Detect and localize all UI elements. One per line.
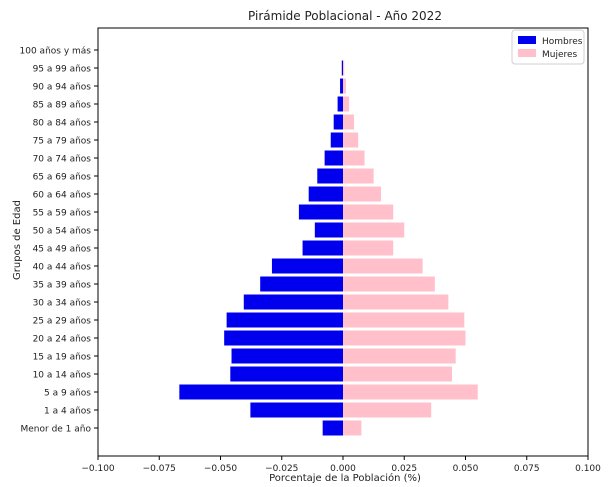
bar-hombres-13 bbox=[308, 186, 343, 202]
bar-mujeres-19 bbox=[343, 78, 346, 94]
x-tick-label: −0.075 bbox=[143, 464, 176, 474]
bar-hombres-2 bbox=[179, 384, 343, 400]
x-tick-label: 0.075 bbox=[514, 464, 540, 474]
y-tick-label: 50 a 54 años bbox=[33, 227, 92, 237]
bar-hombres-18 bbox=[337, 96, 343, 112]
y-tick-label: 90 a 94 años bbox=[33, 83, 92, 93]
y-tick-label: 45 a 49 años bbox=[33, 245, 92, 255]
bar-hombres-16 bbox=[330, 132, 343, 148]
bar-hombres-11 bbox=[314, 222, 343, 238]
y-tick-label: 5 a 9 años bbox=[44, 389, 91, 399]
y-tick-label: 30 a 34 años bbox=[33, 299, 92, 309]
y-tick-label: 65 a 69 años bbox=[33, 173, 92, 183]
bar-mujeres-6 bbox=[343, 312, 465, 328]
y-tick-label: 75 a 79 años bbox=[33, 137, 92, 147]
y-tick-label: 85 a 89 años bbox=[33, 101, 92, 111]
y-tick-label: 55 a 59 años bbox=[33, 209, 92, 219]
x-tick-label: 0.000 bbox=[330, 464, 356, 474]
bar-mujeres-2 bbox=[343, 384, 478, 400]
bar-mujeres-16 bbox=[343, 132, 359, 148]
y-tick-label: 40 a 44 años bbox=[33, 263, 92, 273]
legend: Hombres Mujeres bbox=[511, 29, 585, 65]
bar-mujeres-0 bbox=[343, 420, 362, 436]
bar-hombres-8 bbox=[260, 276, 343, 292]
x-axis: −0.100 −0.075 −0.050 −0.025 0.000 0.025 0.050 0… bbox=[81, 456, 601, 474]
bar-mujeres-12 bbox=[343, 204, 394, 220]
bar-mujeres-10 bbox=[343, 240, 394, 256]
bar-hombres-0 bbox=[322, 420, 343, 436]
x-tick-label: 0.025 bbox=[391, 464, 417, 474]
legend-label: Hombres bbox=[542, 37, 583, 47]
legend-swatch bbox=[518, 36, 536, 44]
bar-hombres-20 bbox=[341, 60, 343, 76]
bars-group bbox=[179, 60, 478, 436]
bar-mujeres-4 bbox=[343, 348, 456, 364]
bar-mujeres-7 bbox=[343, 294, 449, 310]
x-tick-label: −0.025 bbox=[265, 464, 298, 474]
legend-swatch bbox=[518, 49, 536, 57]
bar-hombres-5 bbox=[224, 330, 343, 346]
bar-mujeres-15 bbox=[343, 150, 365, 166]
bar-mujeres-14 bbox=[343, 168, 374, 184]
bar-hombres-19 bbox=[340, 78, 343, 94]
y-tick-label: 1 a 4 años bbox=[44, 407, 91, 417]
x-tick-label: −0.050 bbox=[204, 464, 238, 474]
bar-hombres-7 bbox=[243, 294, 343, 310]
bar-hombres-10 bbox=[302, 240, 343, 256]
bar-mujeres-20 bbox=[343, 60, 345, 76]
x-tick-label: 0.100 bbox=[575, 464, 601, 474]
plot-frame bbox=[97, 27, 589, 457]
y-tick-label: 100 años y más bbox=[20, 47, 92, 57]
bar-mujeres-11 bbox=[343, 222, 405, 238]
y-tick-label: 20 a 24 años bbox=[33, 335, 92, 345]
bar-hombres-9 bbox=[271, 258, 343, 274]
y-tick-label: 10 a 14 años bbox=[33, 371, 92, 381]
chart-title: Pirámide Poblacional - Año 2022 bbox=[248, 9, 442, 23]
y-tick-label: 35 a 39 años bbox=[33, 281, 92, 291]
x-tick-label: −0.100 bbox=[81, 464, 115, 474]
bar-mujeres-17 bbox=[343, 114, 355, 130]
legend-label: Mujeres bbox=[542, 50, 578, 60]
y-tick-label: 25 a 29 años bbox=[33, 317, 92, 327]
bar-mujeres-3 bbox=[343, 366, 453, 382]
bar-mujeres-9 bbox=[343, 258, 423, 274]
x-axis-label: Porcentaje de la Población (%) bbox=[269, 472, 421, 484]
y-tick-label: 60 a 64 años bbox=[33, 191, 92, 201]
x-tick-label: 0.050 bbox=[453, 464, 479, 474]
y-tick-label: 95 a 99 años bbox=[33, 65, 92, 75]
y-tick-label: Menor de 1 año bbox=[21, 425, 92, 435]
y-axis: Menor de 1 año 1 a 4 años 5 a 9 años 10 a 1… bbox=[20, 47, 98, 435]
bar-hombres-14 bbox=[317, 168, 343, 184]
bar-hombres-4 bbox=[231, 348, 343, 364]
bar-hombres-6 bbox=[226, 312, 343, 328]
bar-hombres-17 bbox=[333, 114, 343, 130]
bar-hombres-12 bbox=[298, 204, 343, 220]
bar-mujeres-8 bbox=[343, 276, 435, 292]
bar-mujeres-18 bbox=[343, 96, 350, 112]
bar-hombres-15 bbox=[324, 150, 343, 166]
bar-mujeres-13 bbox=[343, 186, 381, 202]
bar-mujeres-1 bbox=[343, 402, 432, 418]
y-tick-label: 70 a 74 años bbox=[33, 155, 92, 165]
bar-mujeres-5 bbox=[343, 330, 466, 346]
y-axis-label: Grupos de Edad bbox=[12, 200, 23, 280]
y-tick-label: 80 a 84 años bbox=[33, 119, 92, 129]
y-tick-label: 15 a 19 años bbox=[33, 353, 92, 363]
bar-hombres-3 bbox=[230, 366, 343, 382]
bar-hombres-1 bbox=[250, 402, 343, 418]
